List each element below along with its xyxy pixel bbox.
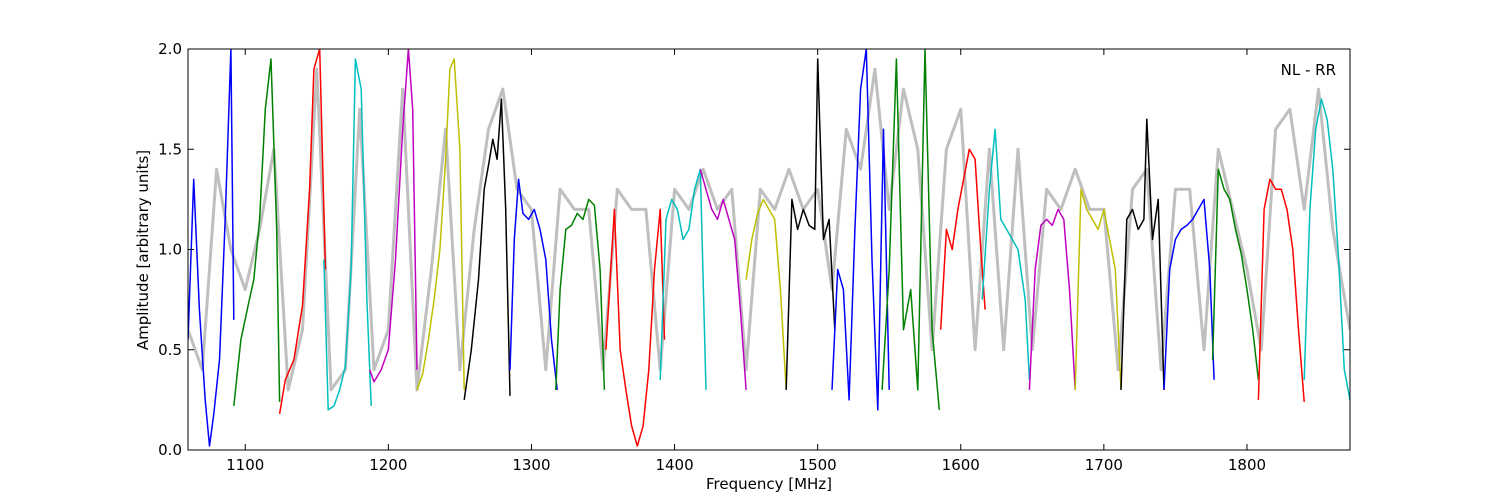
x-axis-label: Frequency [MHz] bbox=[706, 475, 832, 493]
y-tick-label: 1.0 bbox=[158, 241, 182, 259]
series-line-13 bbox=[745, 198, 787, 390]
chart-annotation: NL - RR bbox=[1281, 61, 1336, 79]
series-line-19 bbox=[1028, 208, 1076, 390]
series-line-7 bbox=[463, 98, 511, 401]
y-tick-label: 2.0 bbox=[158, 40, 182, 58]
y-tick-label: 1.5 bbox=[158, 140, 182, 158]
series-group bbox=[188, 49, 1350, 447]
y-tick-label: 0.0 bbox=[158, 441, 182, 459]
series-line-17 bbox=[939, 148, 986, 330]
series-line-16 bbox=[881, 49, 941, 410]
series-line-2 bbox=[233, 58, 281, 406]
series-line-11 bbox=[659, 168, 707, 390]
x-tick-label: 1600 bbox=[942, 456, 980, 474]
background-envelope bbox=[188, 67, 1350, 392]
y-axis-label: Amplitude [arbitrary units] bbox=[134, 150, 152, 350]
y-axis-ticks: 0.0 0.5 1.0 1.5 2.0 bbox=[158, 40, 1350, 459]
series-line-12 bbox=[699, 169, 747, 390]
series-line-15 bbox=[831, 49, 890, 411]
series-line-14 bbox=[785, 58, 836, 390]
background-series-line bbox=[188, 67, 1350, 392]
series-line-4 bbox=[323, 58, 372, 411]
series-line-9 bbox=[555, 198, 606, 390]
series-line-21 bbox=[1120, 118, 1165, 390]
x-tick-label: 1500 bbox=[799, 456, 837, 474]
series-line-10 bbox=[605, 208, 666, 447]
x-tick-label: 1200 bbox=[369, 456, 407, 474]
x-tick-label: 1100 bbox=[226, 456, 264, 474]
x-tick-label: 1400 bbox=[655, 456, 693, 474]
x-axis-ticks: 1100 1200 1300 1400 1500 1600 1700 1800 bbox=[226, 49, 1266, 474]
series-line-6 bbox=[416, 58, 465, 391]
series-line-3 bbox=[278, 49, 327, 415]
series-line-18 bbox=[981, 128, 1031, 380]
series-line-8 bbox=[509, 178, 558, 390]
series-line-25 bbox=[1303, 98, 1350, 401]
x-tick-label: 1800 bbox=[1228, 456, 1266, 474]
series-line-22 bbox=[1163, 198, 1215, 390]
y-tick-label: 0.5 bbox=[158, 341, 182, 359]
series-line-20 bbox=[1074, 188, 1122, 390]
series-line-5 bbox=[368, 49, 418, 383]
x-tick-label: 1700 bbox=[1085, 456, 1123, 474]
x-tick-label: 1300 bbox=[512, 456, 550, 474]
series-line-23 bbox=[1211, 168, 1260, 380]
series-line-24 bbox=[1257, 178, 1305, 402]
series-line-1 bbox=[188, 49, 235, 447]
